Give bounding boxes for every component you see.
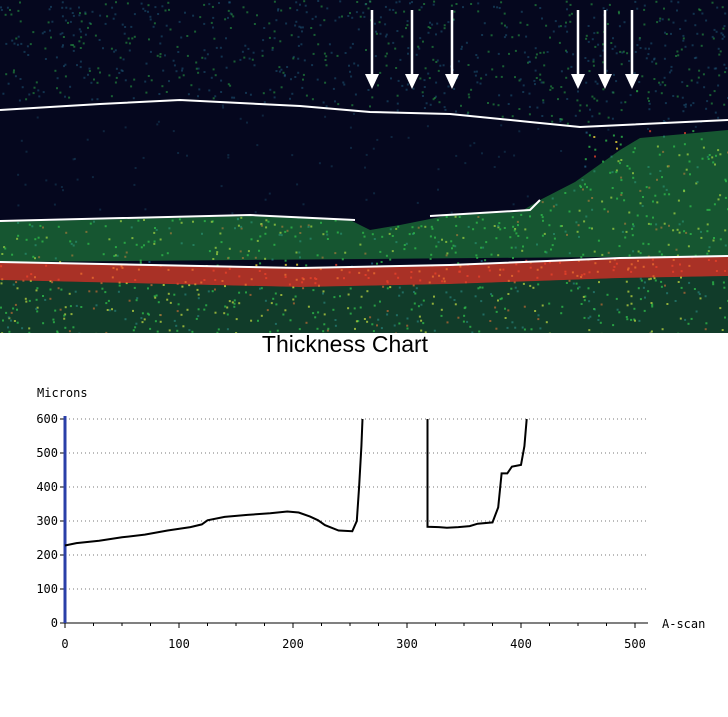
down-arrow-icon (571, 10, 585, 89)
down-arrow-icon (625, 10, 639, 89)
thickness-line-segment (426, 418, 528, 529)
x-tick-label: 400 (510, 637, 532, 651)
thickness-line-segment (64, 418, 364, 547)
chart-title: Thickness Chart (261, 331, 429, 357)
outer-boundary-line (0, 213, 356, 222)
down-arrow-icon (405, 10, 419, 89)
thickness-chart: Microns A-scan 0 100 200 300 400 500 600 0 100 20… (36, 386, 705, 651)
y-axis-label: Microns (37, 386, 88, 400)
y-tick-label: 0 (51, 616, 58, 630)
y-tick-label: 300 (36, 514, 58, 528)
outer-boundary-line (429, 199, 541, 217)
down-arrow-icon (365, 10, 379, 89)
x-tick-label: 300 (396, 637, 418, 651)
x-tick-label: 500 (624, 637, 646, 651)
axis-ticks: 0 100 200 300 400 500 600 0 100 200 300 400 500 (36, 412, 648, 651)
thickness-series (64, 418, 528, 547)
rpe-band (0, 256, 728, 287)
down-arrow-icon (598, 10, 612, 89)
y-tick-label: 200 (36, 548, 58, 562)
y-tick-label: 400 (36, 480, 58, 494)
y-tick-label: 600 (36, 412, 58, 426)
x-axis-label: A-scan (662, 617, 705, 631)
scan-speckle (0, 0, 728, 333)
x-tick-label: 200 (282, 637, 304, 651)
x-tick-label: 100 (168, 637, 190, 651)
choroid-band (0, 276, 728, 333)
x-tick-label: 0 (61, 637, 68, 651)
retina-band (0, 130, 728, 262)
arrow-group (365, 10, 639, 89)
rpe-boundary-line (0, 255, 728, 270)
y-tick-label: 500 (36, 446, 58, 460)
oct-scan-image (0, 0, 728, 333)
grid-lines (65, 418, 648, 590)
y-tick-label: 100 (36, 582, 58, 596)
down-arrow-icon (445, 10, 459, 89)
inner-boundary-line (0, 98, 728, 129)
